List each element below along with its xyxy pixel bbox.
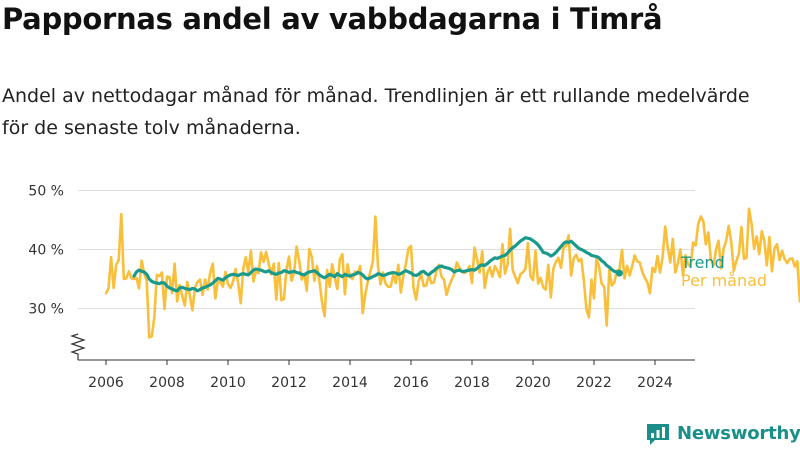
x-tick-label: 2016 — [393, 375, 429, 391]
x-tick-label: 2024 — [637, 375, 673, 391]
chart-title: Pappornas andel av vabbdagarna i Timrå — [2, 2, 663, 36]
x-tick-label: 2010 — [210, 375, 246, 391]
axis-layer: 30 % 40 % 50 % 2006 2008 2010 2012 2014 2016 2018… — [28, 184, 695, 391]
x-tick-label: 2020 — [515, 375, 551, 391]
brand-logo: Newsworthy — [645, 419, 800, 447]
y-tick-label: 30 % — [28, 302, 64, 318]
grid-layer — [78, 190, 695, 309]
axis-break-icon — [70, 333, 86, 360]
x-tick-label: 2012 — [271, 375, 307, 391]
trend-line — [132, 236, 622, 293]
newsworthy-logo-icon — [647, 424, 669, 445]
x-tick-label: 2018 — [454, 375, 490, 391]
y-tick-label: 40 % — [28, 243, 64, 259]
x-tick-label: 2022 — [576, 375, 612, 391]
x-tick-label: 2006 — [88, 375, 124, 391]
y-tick-label: 50 % — [28, 184, 64, 200]
trend-end-marker — [615, 269, 623, 277]
x-tick-label: 2008 — [149, 375, 185, 391]
series-layer — [104, 207, 800, 339]
legend-monthly: Per månad — [681, 271, 767, 290]
x-tick-label: 2014 — [332, 375, 368, 391]
legend-layer: Trend Per månad — [680, 253, 767, 290]
chart-subtitle: Andel av nettodagar månad för månad. Tre… — [2, 85, 750, 139]
legend-trend: Trend — [680, 253, 725, 272]
brand-name: Newsworthy — [677, 422, 800, 444]
